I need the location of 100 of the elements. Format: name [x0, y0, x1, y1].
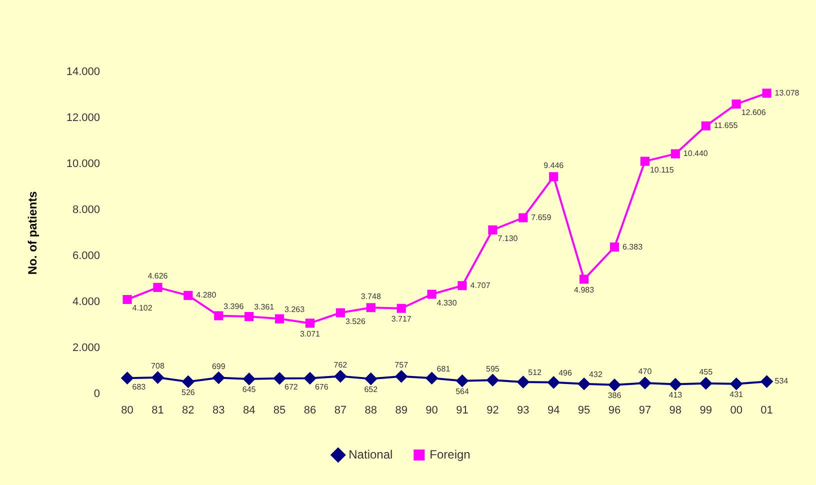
point: [456, 374, 468, 387]
data-label: 4.280: [196, 290, 217, 300]
x-tick-label: 87: [334, 404, 347, 416]
point: [214, 311, 224, 320]
x-tick-label: 98: [669, 404, 682, 416]
point: [669, 378, 682, 390]
y-tick-label: 0: [94, 388, 100, 400]
point: [700, 377, 712, 390]
x-tick-label: 80: [121, 404, 134, 416]
data-label: 3.071: [300, 329, 321, 338]
point: [121, 372, 134, 384]
data-label: 564: [456, 387, 470, 396]
x-tick-label: 94: [547, 404, 560, 416]
point: [730, 378, 742, 390]
x-tick-label: 88: [364, 404, 378, 416]
data-label: 534: [774, 376, 789, 386]
point: [458, 281, 467, 290]
point: [212, 372, 225, 384]
point: [184, 290, 193, 300]
data-label: 3.748: [360, 292, 382, 301]
data-label: 757: [394, 360, 409, 370]
x-tick-label: 00: [730, 404, 742, 416]
data-label: 4.626: [148, 272, 168, 281]
data-label: 6.383: [622, 242, 644, 252]
data-label: 432: [589, 370, 603, 380]
point: [638, 376, 651, 389]
data-label: 12.606: [741, 108, 766, 118]
data-label: 3.263: [284, 305, 306, 314]
y-tick-label: 12.000: [66, 112, 100, 124]
point: [182, 376, 194, 388]
x-tick-label: 90: [426, 404, 438, 416]
point: [395, 370, 408, 382]
y-tick-label: 6.000: [72, 250, 100, 262]
data-label: 13.078: [774, 88, 800, 98]
data-label: 645: [242, 385, 256, 394]
x-tick-label: 95: [578, 404, 590, 416]
x-tick-label: 83: [212, 404, 225, 416]
point: [304, 372, 316, 384]
point: [732, 100, 741, 109]
point: [610, 242, 620, 252]
x-tick-label: 99: [700, 404, 712, 416]
data-label: 10.440: [683, 149, 708, 158]
data-label: 7.659: [531, 212, 552, 222]
data-label: 496: [558, 368, 573, 378]
data-label: 10.115: [650, 166, 674, 175]
data-label: 431: [730, 390, 744, 400]
point: [364, 372, 377, 385]
data-label: 386: [608, 391, 622, 400]
y-tick-label: 2.000: [72, 342, 100, 354]
data-label: 4.330: [436, 298, 458, 308]
point: [608, 378, 621, 391]
point: [670, 149, 680, 158]
data-label: 595: [486, 364, 500, 374]
point: [152, 372, 164, 384]
data-label: 7.130: [498, 234, 518, 244]
point: [244, 312, 254, 322]
data-label: 3.361: [254, 302, 275, 312]
point: [274, 372, 286, 384]
data-label: 526: [181, 388, 196, 397]
data-label: 699: [212, 362, 226, 371]
data-label: 683: [132, 382, 146, 392]
legend-label: Foreign: [430, 447, 470, 462]
data-label: 9.446: [544, 160, 564, 170]
x-tick-label: 97: [638, 404, 652, 416]
data-label: 413: [668, 390, 683, 400]
point: [426, 372, 438, 384]
point: [305, 318, 315, 328]
point: [701, 121, 710, 130]
point: [518, 213, 528, 222]
point: [517, 376, 530, 388]
x-tick-label: 93: [517, 404, 530, 416]
x-tick-label: 85: [273, 404, 286, 416]
point: [275, 314, 284, 324]
point: [760, 376, 773, 388]
data-label: 708: [151, 362, 165, 371]
y-axis-title: No. of patients: [26, 190, 40, 275]
point: [334, 370, 346, 382]
data-label: 762: [334, 360, 348, 370]
y-tick-label: 4.000: [72, 296, 100, 308]
point: [153, 282, 162, 292]
point: [578, 378, 590, 390]
point: [122, 294, 132, 304]
data-label: 455: [699, 368, 714, 377]
x-tick-label: 96: [608, 404, 621, 416]
x-tick-label: 89: [395, 404, 408, 416]
x-tick-label: 86: [304, 404, 316, 416]
x-tick-label: 84: [242, 404, 256, 416]
y-tick-label: 10.000: [66, 158, 100, 170]
data-label: 4.102: [132, 304, 153, 313]
point: [548, 376, 560, 388]
data-label: 672: [284, 382, 298, 392]
point: [427, 290, 436, 299]
point: [486, 374, 499, 386]
point: [549, 172, 558, 182]
x-tick-label: 81: [152, 404, 164, 416]
point: [336, 308, 345, 318]
point: [580, 274, 589, 284]
data-label: 3.396: [224, 302, 244, 311]
point: [243, 372, 256, 385]
data-label: 512: [528, 368, 542, 378]
